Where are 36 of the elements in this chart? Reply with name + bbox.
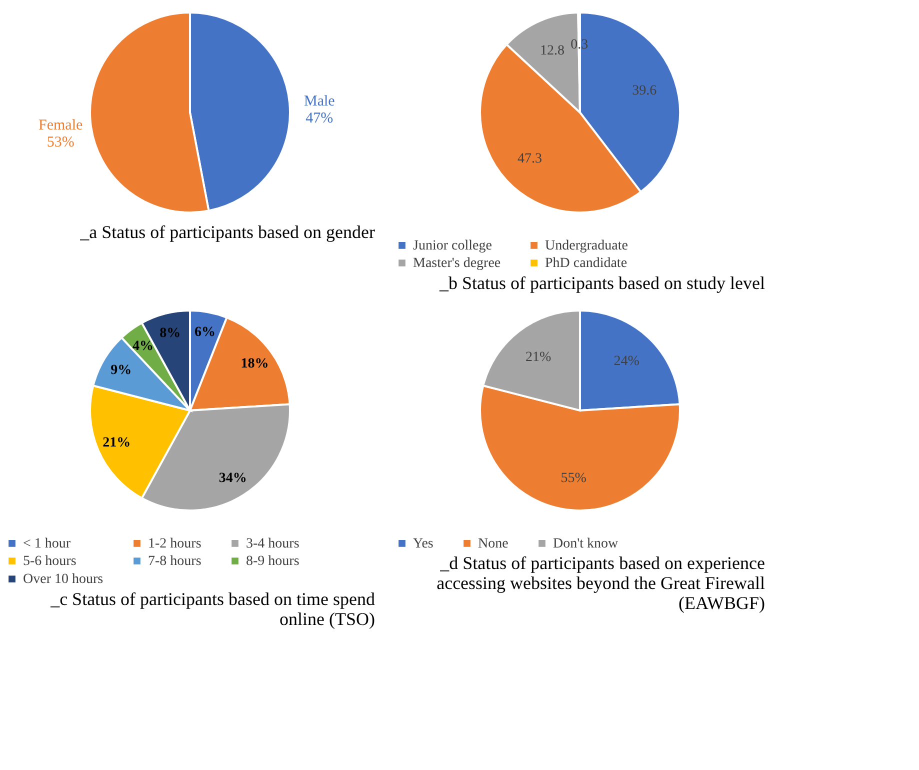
- data-label: 34%: [218, 471, 247, 486]
- data-label: 21%: [102, 435, 131, 450]
- data-label: 8%: [160, 326, 181, 342]
- slice-label: Male: [304, 93, 336, 110]
- data-label: 21%: [525, 350, 552, 365]
- legend-label: Don't know: [553, 536, 620, 552]
- legend-label: 8-9 hours: [246, 554, 300, 569]
- legend-label: 1-2 hours: [148, 536, 202, 552]
- legend-label: Over 10 hours: [23, 572, 104, 587]
- data-label: 4%: [132, 338, 154, 354]
- data-label: 9%: [110, 362, 132, 378]
- data-label: 47%: [306, 110, 334, 126]
- legend-label: Junior college: [413, 238, 492, 254]
- text: _b Status of participants based on study level: [438, 273, 765, 293]
- legend-label: Master's degree: [413, 256, 501, 271]
- legend-label: None: [478, 536, 508, 552]
- data-label: 55%: [560, 471, 587, 486]
- legend-label: Undergraduate: [545, 238, 628, 254]
- data-label: 53%: [46, 134, 74, 151]
- legend-label: Yes: [413, 536, 434, 552]
- legend-label: 7-8 hours: [148, 554, 202, 569]
- legend-label: 3-4 hours: [246, 536, 300, 552]
- text: _a Status of participants based on gender: [79, 222, 375, 242]
- data-label: 39.6: [632, 84, 657, 99]
- legend-label: PhD candidate: [545, 256, 628, 271]
- slice-label: Female: [38, 118, 83, 134]
- data-label: 0.3: [570, 38, 588, 53]
- text: _d Status of participants based on experience accessing websites beyond the Great Firewall (EAWBGF): [436, 553, 766, 613]
- legend-label: 5-6 hours: [23, 554, 76, 569]
- legend-label: < 1 hour: [23, 536, 71, 552]
- data-label: 6%: [194, 324, 216, 340]
- data-label: 47.3: [517, 151, 542, 166]
- data-label: 24%: [614, 354, 640, 369]
- data-label: 12.8: [540, 43, 564, 58]
- text: _c Status of participants based on time spend online (TSO): [50, 589, 376, 629]
- data-label: 18%: [240, 356, 269, 372]
